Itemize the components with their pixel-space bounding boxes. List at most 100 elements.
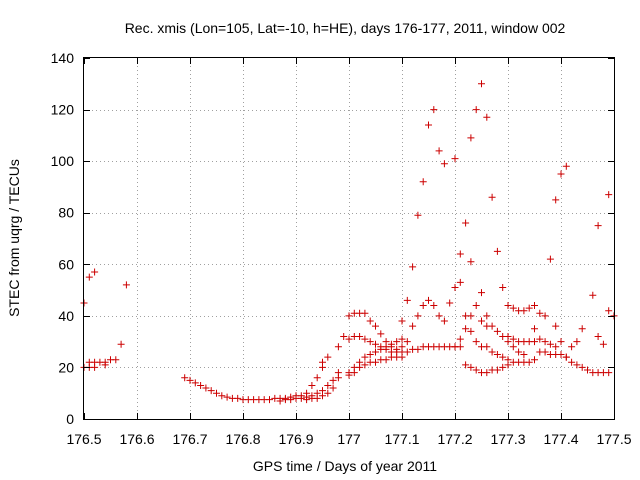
data-point (552, 196, 560, 204)
data-point (356, 363, 364, 371)
y-tick-label: 120 (51, 102, 75, 118)
data-point (557, 351, 565, 359)
data-point (234, 394, 242, 402)
data-point (435, 147, 443, 155)
data-point (398, 335, 406, 343)
data-point (181, 374, 189, 382)
data-point (509, 304, 517, 312)
data-point (578, 363, 586, 371)
data-point (525, 358, 533, 366)
data-point (472, 302, 480, 310)
x-tick-labels: 176.5 176.6 176.7 176.8 176.9 177 177.1 177.2 17… (66, 431, 631, 447)
data-point (372, 340, 379, 348)
data-point (536, 335, 544, 343)
data-point (456, 278, 464, 286)
data-point (546, 340, 554, 348)
data-point (509, 335, 517, 343)
data-points (80, 80, 618, 405)
data-point (409, 263, 417, 271)
data-point (419, 178, 427, 186)
data-point (334, 369, 342, 377)
data-point (382, 338, 390, 346)
data-point (520, 351, 528, 359)
x-tick-label: 177.1 (384, 431, 419, 447)
data-point (504, 332, 512, 340)
data-point (493, 247, 501, 255)
data-point (536, 309, 544, 317)
data-point (435, 312, 443, 320)
plot-frame (83, 57, 615, 420)
y-axis-label: STEC from uqrg / TECUs (6, 159, 22, 317)
data-point (202, 384, 210, 392)
data-point (313, 394, 321, 402)
data-point (557, 170, 565, 178)
y-tick-labels: 0 20 40 60 80 100 120 140 (51, 50, 75, 427)
data-point (223, 393, 231, 401)
data-point (345, 335, 353, 343)
x-tick-label: 176.9 (278, 431, 313, 447)
data-point (414, 211, 422, 219)
data-point (483, 312, 491, 320)
data-point (340, 332, 348, 340)
data-point (478, 317, 485, 325)
data-point (472, 338, 480, 346)
data-point (594, 222, 602, 230)
data-point (361, 361, 369, 369)
data-point (440, 317, 448, 325)
data-point (546, 255, 554, 263)
data-point (372, 358, 379, 366)
data-point (430, 106, 438, 114)
data-point (562, 353, 570, 361)
data-point (531, 325, 538, 333)
data-point (467, 134, 475, 142)
data-point (372, 322, 379, 330)
data-point (573, 361, 581, 369)
data-point (573, 338, 581, 346)
data-point (552, 343, 560, 351)
data-point (122, 281, 130, 289)
data-point (557, 338, 565, 346)
data-point (425, 296, 432, 304)
data-point (504, 356, 512, 364)
data-point (493, 366, 501, 374)
data-point (520, 307, 528, 315)
data-point (213, 389, 220, 397)
data-point (478, 80, 485, 88)
data-point (393, 345, 401, 353)
data-point (467, 327, 475, 335)
data-point (462, 361, 470, 369)
data-point (488, 348, 496, 356)
data-point (382, 345, 390, 353)
x-tick-label: 177.5 (596, 431, 631, 447)
data-point (350, 369, 358, 377)
data-point (414, 345, 422, 353)
data-point (324, 381, 332, 389)
data-point (409, 322, 417, 330)
data-point (456, 335, 464, 343)
data-point (356, 332, 364, 340)
data-point (541, 338, 549, 346)
data-point (531, 356, 538, 364)
grid (84, 58, 614, 419)
data-point (467, 258, 475, 266)
data-point (403, 348, 411, 356)
y-tick-label: 20 (58, 359, 74, 375)
data-point (456, 250, 464, 258)
data-point (287, 396, 295, 404)
data-point (366, 351, 374, 359)
data-point (197, 381, 205, 389)
data-point (377, 343, 385, 351)
chart-title: Rec. xmis (Lon=105, Lat=-10, h=HE), days… (125, 20, 566, 36)
data-point (509, 343, 517, 351)
x-tick-label: 177.3 (490, 431, 525, 447)
data-point (218, 392, 226, 400)
data-point (515, 348, 523, 356)
data-point (403, 296, 411, 304)
y-tick-label: 80 (58, 205, 74, 221)
data-point (112, 356, 120, 364)
data-point (568, 343, 576, 351)
data-point (382, 356, 390, 364)
data-point (308, 381, 316, 389)
data-point (414, 312, 422, 320)
data-point (319, 358, 326, 366)
